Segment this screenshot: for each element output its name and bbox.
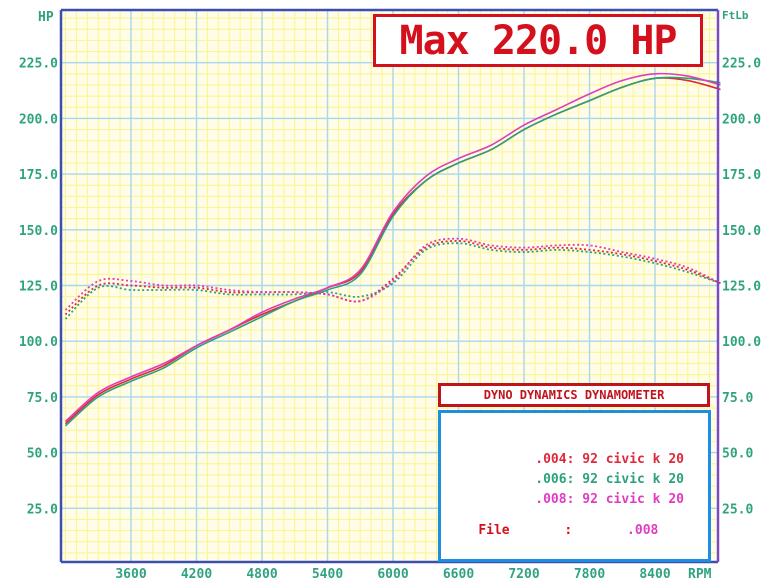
x-axis-ticks: 3600 4200 4800 5400 6000 6600 7200 7800 8400 xyxy=(115,567,670,582)
torque-curve-3 xyxy=(64,240,721,316)
hp-curve-1 xyxy=(64,76,721,427)
legend-box: .004: 92 civic k 20 .006: 92 civic k 20 … xyxy=(438,410,711,562)
legend-entry-label: .004: 92 civic k 20 xyxy=(535,452,684,467)
right-tick-label: 25.0 xyxy=(722,502,753,517)
right-tick-label: 175.0 xyxy=(722,168,761,183)
legend-entry-label: .008: 92 civic k 20 xyxy=(535,492,684,507)
x-tick-label: 8400 xyxy=(639,567,670,582)
legend-header: DYNO DYNAMICS DYNAMOMETER xyxy=(438,383,710,407)
left-tick-label: 100.0 xyxy=(19,335,58,350)
left-tick-label: 75.0 xyxy=(27,391,58,406)
x-tick-label: 7800 xyxy=(574,567,605,582)
file-label: File xyxy=(478,523,510,538)
right-tick-label: 50.0 xyxy=(722,447,753,462)
right-axis-unit: FtLb xyxy=(722,9,749,22)
left-tick-label: 25.0 xyxy=(27,502,58,517)
right-tick-label: 75.0 xyxy=(722,391,753,406)
left-tick-label: 175.0 xyxy=(19,168,58,183)
left-axis-unit: HP xyxy=(38,10,54,25)
left-tick-label: 200.0 xyxy=(19,112,58,127)
x-tick-label: 3600 xyxy=(115,567,146,582)
left-tick-label: 50.0 xyxy=(27,447,58,462)
file-row: File : .008 xyxy=(447,508,658,553)
torque-curve-4 xyxy=(64,242,721,320)
title-text: Max 220.0 HP xyxy=(399,17,678,64)
x-tick-label: 6600 xyxy=(443,567,474,582)
x-axis-unit: RPM xyxy=(688,567,712,582)
left-tick-label: 125.0 xyxy=(19,280,58,295)
x-tick-label: 7200 xyxy=(508,567,539,582)
right-axis-ticks: 25.0 50.0 75.0 100.0 125.0 150.0 175.0 200.0 225… xyxy=(722,57,761,518)
hp-curve-2 xyxy=(64,72,721,423)
file-value: .008 xyxy=(627,523,659,538)
legend-entry-label: .006: 92 civic k 20 xyxy=(535,472,684,487)
plot-frame xyxy=(59,8,720,564)
right-tick-label: 225.0 xyxy=(722,57,761,72)
legend-entry-004: .004: 92 civic k 20 xyxy=(504,437,684,482)
x-tick-label: 4200 xyxy=(181,567,212,582)
series-layer xyxy=(64,72,721,427)
major-grid xyxy=(61,10,718,562)
right-tick-label: 150.0 xyxy=(722,224,761,239)
left-tick-label: 150.0 xyxy=(19,224,58,239)
torque-curve-5 xyxy=(64,237,721,311)
left-tick-label: 225.0 xyxy=(19,57,58,72)
x-tick-label: 6000 xyxy=(377,567,408,582)
legend-entry-006: .006: 92 civic k 20 xyxy=(504,457,684,502)
right-tick-label: 200.0 xyxy=(722,112,761,127)
right-tick-label: 125.0 xyxy=(722,280,761,295)
legend-entry-008: .008: 92 civic k 20 xyxy=(504,477,684,522)
legend-header-text: DYNO DYNAMICS DYNAMOMETER xyxy=(483,388,665,402)
max-hp-title: Max 220.0 HP xyxy=(373,14,703,67)
x-tick-label: 4800 xyxy=(246,567,277,582)
left-axis-ticks: 25.0 50.0 75.0 100.0 125.0 150.0 175.0 200.0 225… xyxy=(19,57,58,518)
right-tick-label: 100.0 xyxy=(722,335,761,350)
x-tick-label: 5400 xyxy=(312,567,343,582)
file-separator: : xyxy=(564,523,573,538)
